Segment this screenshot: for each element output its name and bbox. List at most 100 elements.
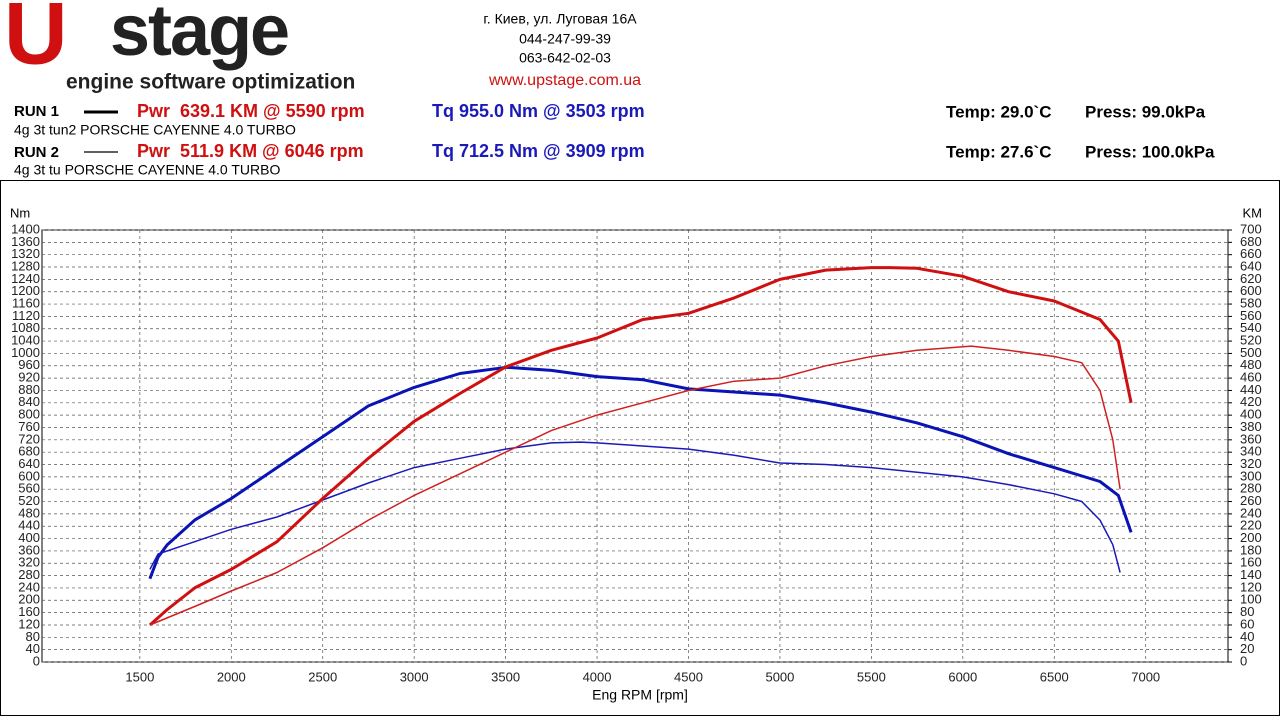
logo-mark: U (4, 0, 68, 82)
y-tick-label: 160 (18, 604, 40, 619)
y2-tick-label: 520 (1240, 333, 1262, 348)
series-line (149, 441, 1121, 573)
y2-tick-label: 340 (1240, 444, 1262, 459)
y2-tick-label: 320 (1240, 456, 1262, 471)
plot: 0408012016020024028032036040044048052056… (11, 221, 1262, 684)
y-tick-label: 1080 (11, 320, 40, 335)
plot-area (41, 229, 1229, 663)
logo-word: stage (110, 0, 288, 71)
y-tick-label: 840 (18, 394, 40, 409)
y2-tick-label: 280 (1240, 481, 1262, 496)
y2-tick-label: 660 (1240, 246, 1262, 261)
y-tick-label: 680 (18, 444, 40, 459)
y2-tick-label: 20 (1240, 641, 1254, 656)
y2-tick-label: 460 (1240, 370, 1262, 385)
y-tick-label: 720 (18, 431, 40, 446)
y2-tick-label: 80 (1240, 604, 1254, 619)
website: www.upstage.com.ua (488, 72, 641, 89)
run-press: Press: 100.0kPa (1085, 142, 1215, 161)
address: г. Киев, ул. Луговая 16А (483, 11, 637, 27)
y-tick-label: 0 (33, 653, 40, 668)
y2-tick-label: 600 (1240, 283, 1262, 298)
y-tick-label: 400 (18, 530, 40, 545)
y-tick-label: 320 (18, 555, 40, 570)
y2-tick-label: 100 (1240, 592, 1262, 607)
y-tick-label: 1000 (11, 345, 40, 360)
x-tick-label: 3000 (400, 669, 429, 684)
x-tick-label: 6500 (1040, 669, 1069, 684)
run-description: 4g 3t tu PORSCHE CAYENNE 4.0 TURBO (14, 162, 280, 178)
y2-tick-label: 60 (1240, 616, 1254, 631)
y-axis-label: Nm (10, 205, 30, 220)
y2-tick-label: 580 (1240, 295, 1262, 310)
y2-tick-label: 500 (1240, 345, 1262, 360)
y2-tick-label: 40 (1240, 629, 1254, 644)
y-tick-label: 560 (18, 481, 40, 496)
y-tick-label: 80 (26, 629, 40, 644)
logo-arrow (68, 10, 100, 70)
series-line (149, 345, 1121, 626)
y2-tick-label: 360 (1240, 431, 1262, 446)
chart-frame (0, 180, 1280, 716)
y2-tick-label: 480 (1240, 357, 1262, 372)
y-tick-label: 520 (18, 493, 40, 508)
y2-tick-label: 560 (1240, 308, 1262, 323)
y-tick-label: 1160 (12, 295, 40, 310)
y-tick-label: 120 (18, 616, 40, 631)
x-tick-label: 2000 (217, 669, 246, 684)
y2-tick-label: 400 (1240, 407, 1262, 422)
y2-tick-label: 200 (1240, 530, 1262, 545)
y-tick-label: 880 (18, 382, 40, 397)
y-tick-label: 800 (18, 407, 40, 422)
y-tick-label: 1320 (11, 246, 40, 261)
y2-tick-label: 220 (1240, 518, 1262, 533)
y-tick-label: 920 (18, 370, 40, 385)
y2-axis-label: KM (1243, 205, 1263, 220)
x-tick-label: 2500 (308, 669, 337, 684)
series-line (148, 365, 1133, 580)
x-tick-label: 1500 (125, 669, 154, 684)
y2-tick-label: 120 (1240, 579, 1262, 594)
run-power: Pwr 639.1 KM @ 5590 rpm (137, 101, 365, 121)
run-torque: Tq 712.5 Nm @ 3909 rpm (432, 141, 645, 161)
y2-tick-label: 240 (1240, 505, 1262, 520)
y-tick-label: 280 (18, 567, 40, 582)
y-tick-label: 760 (18, 419, 40, 434)
y2-tick-label: 300 (1240, 468, 1262, 483)
y2-tick-label: 260 (1240, 493, 1262, 508)
y-tick-label: 360 (18, 542, 40, 557)
y-tick-label: 1360 (11, 234, 40, 249)
y2-tick-label: 700 (1240, 221, 1262, 236)
x-tick-label: 6000 (948, 669, 977, 684)
run-label: RUN 1 (14, 103, 59, 120)
x-tick-label: 7000 (1131, 669, 1160, 684)
run-label: RUN 2 (14, 144, 59, 161)
y2-tick-label: 420 (1240, 394, 1262, 409)
x-axis-label: Eng RPM [rpm] (592, 687, 688, 703)
x-tick-label: 5000 (765, 669, 794, 684)
y-tick-label: 1120 (12, 308, 40, 323)
run-temp: Temp: 27.6`C (946, 142, 1052, 161)
y-tick-label: 1240 (11, 271, 40, 286)
y-tick-label: 1400 (11, 221, 40, 236)
y2-tick-label: 160 (1240, 555, 1262, 570)
y-tick-label: 1040 (11, 333, 40, 348)
y2-tick-label: 640 (1240, 258, 1262, 273)
y2-tick-label: 540 (1240, 320, 1262, 335)
run-torque: Tq 955.0 Nm @ 3503 rpm (432, 101, 645, 121)
y2-tick-label: 620 (1240, 271, 1262, 286)
y-tick-label: 1200 (11, 283, 40, 298)
y-tick-label: 440 (18, 518, 40, 533)
x-tick-label: 4500 (674, 669, 703, 684)
y-tick-label: 40 (26, 641, 40, 656)
phone: 063-642-02-03 (519, 50, 611, 66)
y2-tick-label: 140 (1240, 567, 1262, 582)
run-power: Pwr 511.9 KM @ 6046 rpm (137, 141, 364, 161)
y-tick-label: 1280 (11, 258, 40, 273)
y-tick-label: 200 (18, 592, 40, 607)
x-tick-label: 3500 (491, 669, 520, 684)
series-line (148, 266, 1133, 627)
run-temp: Temp: 29.0`C (946, 102, 1052, 121)
y-tick-label: 960 (18, 357, 40, 372)
